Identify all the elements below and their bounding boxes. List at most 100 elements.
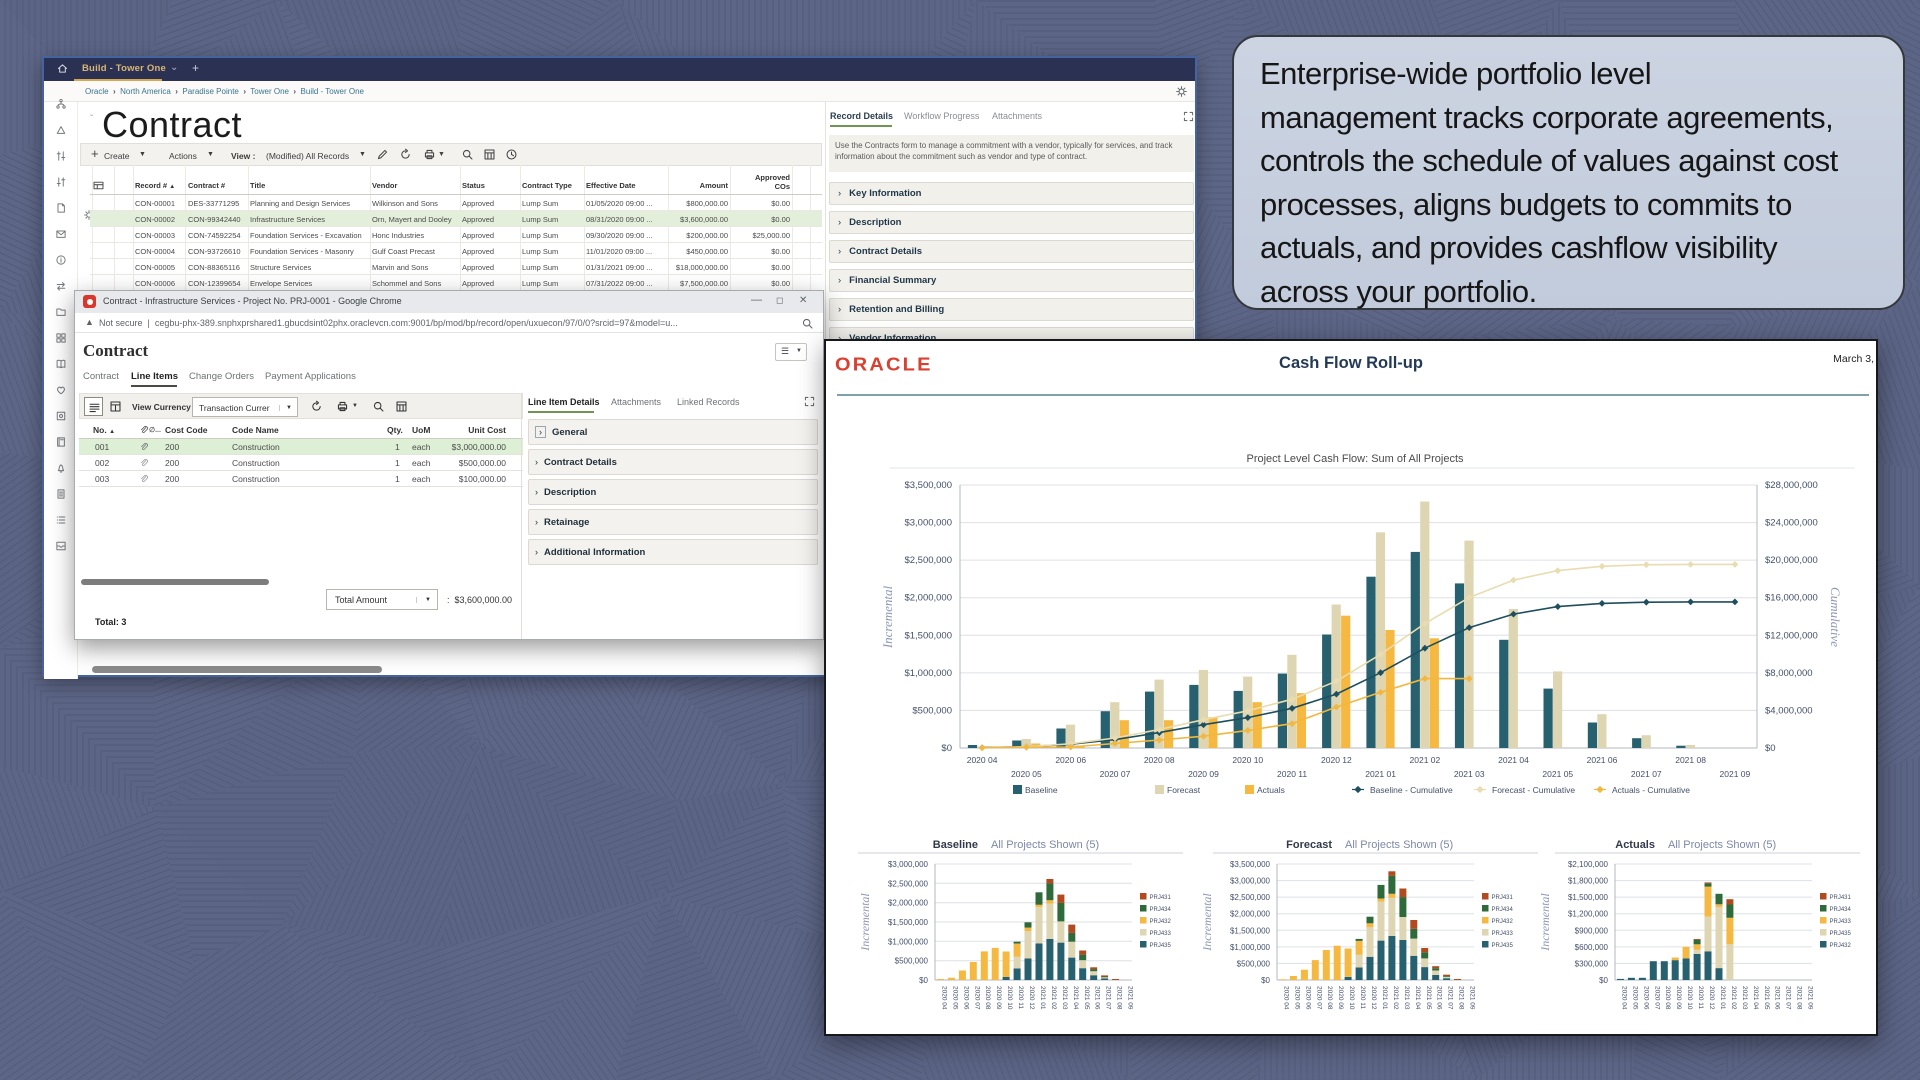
svg-text:2021 02: 2021 02 [1410,755,1441,765]
svg-text:2021 04: 2021 04 [1498,755,1529,765]
svg-text:2020 08: 2020 08 [1144,755,1175,765]
svg-text:Forecast - Cumulative: Forecast - Cumulative [1492,785,1575,795]
svg-text:2021 01: 2021 01 [1719,986,1726,1010]
svg-text:$1,500,000: $1,500,000 [904,630,952,641]
svg-text:Incremental: Incremental [880,585,895,649]
svg-text:2020 06: 2020 06 [1642,986,1649,1010]
svg-text:2020 05: 2020 05 [1631,986,1638,1010]
svg-text:2020 06: 2020 06 [1304,986,1311,1010]
svg-text:2021 05: 2021 05 [1763,986,1770,1010]
svg-text:2021 02: 2021 02 [1050,986,1057,1010]
svg-text:$900,000: $900,000 [1575,926,1609,935]
svg-text:2021 06: 2021 06 [1774,986,1781,1010]
svg-text:2021 03: 2021 03 [1741,986,1748,1010]
svg-text:2020 10: 2020 10 [1232,755,1263,765]
svg-text:2021 06: 2021 06 [1436,986,1443,1010]
svg-text:2021 09: 2021 09 [1127,986,1134,1010]
svg-text:$1,500,000: $1,500,000 [888,918,929,927]
svg-text:2020 11: 2020 11 [1359,986,1366,1009]
svg-text:$0: $0 [919,976,928,985]
svg-text:PRJ433: PRJ433 [1492,931,1514,937]
svg-text:$500,000: $500,000 [895,957,929,966]
svg-text:$1,500,000: $1,500,000 [1568,893,1609,902]
svg-text:Incremental: Incremental [858,893,872,952]
svg-text:$600,000: $600,000 [1575,943,1609,952]
svg-text:2020 12: 2020 12 [1321,755,1352,765]
svg-text:2020 11: 2020 11 [1697,986,1704,1009]
svg-text:$1,000,000: $1,000,000 [1230,943,1271,952]
svg-text:PRJ434: PRJ434 [1830,907,1852,913]
svg-text:2020 08: 2020 08 [1326,986,1333,1010]
svg-text:2021 07: 2021 07 [1105,986,1112,1010]
svg-text:2021 06: 2021 06 [1587,755,1618,765]
svg-text:Actuals - Cumulative: Actuals - Cumulative [1612,785,1690,795]
svg-text:$2,000,000: $2,000,000 [888,899,929,908]
svg-text:2021 07: 2021 07 [1447,986,1454,1010]
svg-text:2021 09: 2021 09 [1720,769,1751,779]
svg-text:$3,500,000: $3,500,000 [1230,860,1271,869]
svg-text:PRJ435: PRJ435 [1150,943,1172,949]
svg-text:Incremental: Incremental [1200,893,1214,952]
svg-text:2020 09: 2020 09 [1675,986,1682,1010]
svg-text:2021 02: 2021 02 [1392,986,1399,1010]
svg-text:2021 03: 2021 03 [1061,986,1068,1010]
svg-text:2020 12: 2020 12 [1708,986,1715,1010]
svg-text:Baseline: Baseline [1025,785,1058,795]
svg-text:PRJ432: PRJ432 [1830,943,1852,949]
svg-text:$28,000,000: $28,000,000 [1765,480,1818,491]
svg-text:2021 04: 2021 04 [1072,986,1079,1010]
svg-text:2020 06: 2020 06 [1055,755,1086,765]
svg-text:Forecast: Forecast [1167,785,1201,795]
svg-text:2021 05: 2021 05 [1083,986,1090,1010]
svg-text:2021 03: 2021 03 [1403,986,1410,1010]
svg-text:2020 04: 2020 04 [967,755,998,765]
svg-text:2021 09: 2021 09 [1807,986,1814,1010]
svg-text:2021 02: 2021 02 [1730,986,1737,1010]
svg-text:2020 12: 2020 12 [1028,986,1035,1010]
svg-text:$0: $0 [941,743,952,754]
svg-text:$1,000,000: $1,000,000 [888,937,929,946]
svg-text:2021 06: 2021 06 [1094,986,1101,1010]
svg-text:2021 08: 2021 08 [1116,986,1123,1010]
svg-text:$16,000,000: $16,000,000 [1765,593,1818,604]
svg-text:2020 05: 2020 05 [1293,986,1300,1010]
svg-text:$3,500,000: $3,500,000 [904,480,952,491]
svg-text:PRJ435: PRJ435 [1830,931,1852,937]
svg-text:2020 10: 2020 10 [1348,986,1355,1010]
svg-text:$0: $0 [1261,976,1270,985]
svg-text:2020 07: 2020 07 [973,986,980,1010]
svg-text:$2,500,000: $2,500,000 [888,879,929,888]
svg-text:Actuals: Actuals [1257,785,1285,795]
svg-text:$1,800,000: $1,800,000 [1568,877,1609,886]
svg-text:$20,000,000: $20,000,000 [1765,555,1818,566]
svg-text:2021 07: 2021 07 [1631,769,1662,779]
svg-text:$500,000: $500,000 [1237,959,1271,968]
svg-text:Baseline - Cumulative: Baseline - Cumulative [1370,785,1453,795]
svg-text:$12,000,000: $12,000,000 [1765,630,1818,641]
svg-text:2021 01: 2021 01 [1039,986,1046,1010]
svg-text:$4,000,000: $4,000,000 [1765,705,1813,716]
svg-text:$1,500,000: $1,500,000 [1230,926,1271,935]
svg-text:2020 08: 2020 08 [984,986,991,1010]
svg-text:$2,500,000: $2,500,000 [904,555,952,566]
svg-text:2020 11: 2020 11 [1017,986,1024,1009]
svg-text:2021 03: 2021 03 [1454,769,1485,779]
svg-text:PRJ432: PRJ432 [1492,919,1514,925]
svg-text:PRJ431: PRJ431 [1150,895,1172,901]
svg-text:2020 08: 2020 08 [1664,986,1671,1010]
svg-text:PRJ433: PRJ433 [1830,919,1852,925]
svg-text:$1,200,000: $1,200,000 [1568,910,1609,919]
svg-text:PRJ431: PRJ431 [1492,895,1514,901]
svg-text:Forecast: Forecast [1286,839,1332,851]
svg-text:2021 04: 2021 04 [1752,986,1759,1010]
svg-text:$500,000: $500,000 [912,705,952,716]
svg-text:$300,000: $300,000 [1575,959,1609,968]
svg-text:2020 05: 2020 05 [951,986,958,1010]
svg-text:PRJ434: PRJ434 [1150,907,1172,913]
svg-text:$3,000,000: $3,000,000 [888,860,929,869]
svg-text:2020 09: 2020 09 [1188,769,1219,779]
svg-text:Project Level Cash Flow: Sum o: Project Level Cash Flow: Sum of All Proj… [1246,453,1464,465]
svg-text:2021 05: 2021 05 [1425,986,1432,1010]
svg-text:$2,500,000: $2,500,000 [1230,893,1271,902]
svg-text:PRJ434: PRJ434 [1492,907,1514,913]
